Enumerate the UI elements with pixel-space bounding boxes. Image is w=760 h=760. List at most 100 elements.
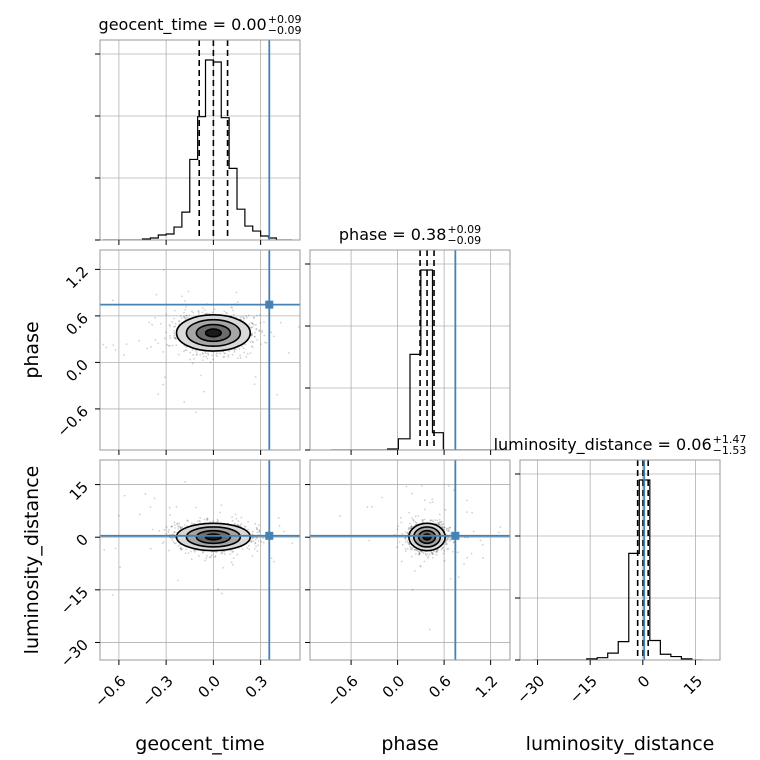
sample-point (466, 556, 469, 559)
sample-point (255, 545, 257, 548)
sample-point (206, 554, 209, 557)
sample-point (172, 541, 175, 543)
sample-point (418, 552, 421, 555)
sample-point (258, 529, 261, 532)
sample-point (176, 579, 179, 582)
sample-point (404, 531, 407, 533)
sample-point (254, 375, 257, 378)
sample-point (183, 401, 186, 403)
sample-point (401, 532, 404, 535)
sample-point (444, 543, 447, 545)
sample-point (221, 552, 224, 555)
sample-point (149, 547, 152, 550)
sample-point (207, 352, 209, 355)
sample-point (173, 334, 176, 337)
panel-frame (309, 459, 511, 661)
sample-point (253, 383, 256, 386)
panel-content (103, 40, 293, 240)
density-contour-1 (412, 526, 442, 548)
sample-point (220, 592, 223, 595)
sample-point (186, 316, 189, 319)
sample-point (165, 331, 168, 334)
sample-point (180, 295, 183, 298)
sample-point (252, 341, 254, 344)
sample-point (255, 536, 258, 539)
sample-point (187, 552, 190, 555)
sample-point (368, 539, 371, 542)
sample-point (207, 353, 210, 356)
tick-label-x-geocent_time: 0.3 (242, 672, 272, 702)
sample-point (229, 549, 232, 552)
sample-point (179, 547, 182, 550)
sample-point (167, 344, 170, 347)
title-upper-luminosity_distance: +1.47 (713, 433, 747, 446)
sample-point (170, 536, 173, 539)
density-contour-3 (422, 533, 432, 541)
sample-point (241, 548, 244, 550)
sample-point (441, 526, 444, 528)
sample-point (447, 536, 450, 539)
sample-point (231, 516, 234, 519)
sample-point (173, 325, 175, 328)
sample-point (183, 315, 185, 318)
sample-point (303, 547, 305, 549)
sample-point (213, 308, 216, 311)
sample-point (185, 314, 188, 317)
sample-point (259, 321, 262, 324)
sample-point (443, 549, 446, 552)
sample-point (420, 550, 423, 553)
sample-point (434, 519, 437, 521)
sample-point (411, 517, 414, 520)
sample-point (237, 357, 239, 360)
sample-point (252, 540, 255, 542)
panel-content (330, 250, 500, 450)
sample-point (216, 518, 219, 521)
sample-point (421, 485, 423, 487)
sample-point (161, 542, 164, 545)
sample-point (239, 354, 242, 357)
sample-point (216, 520, 219, 523)
sample-point (364, 314, 366, 316)
sample-point (411, 548, 413, 551)
sample-point (325, 282, 327, 284)
sample-point (408, 543, 411, 546)
sample-point (405, 485, 408, 488)
sample-point (261, 331, 263, 334)
sample-point (223, 550, 226, 553)
sample-point (446, 537, 449, 540)
sample-point (251, 536, 254, 539)
sample-point (431, 553, 434, 556)
sample-point (173, 521, 176, 524)
sample-point (176, 525, 179, 528)
sample-point (251, 340, 254, 343)
sample-point (498, 531, 500, 534)
sample-point (74, 504, 76, 506)
sample-point (421, 520, 424, 523)
sample-point (195, 351, 198, 354)
sample-point (251, 530, 254, 533)
sample-point (217, 588, 220, 591)
sample-point (256, 537, 259, 540)
sample-point (425, 554, 427, 557)
sample-point (225, 311, 227, 314)
sample-point (189, 358, 191, 361)
panel-content (100, 250, 366, 450)
sample-point (429, 519, 432, 522)
sample-point (171, 539, 173, 541)
sample-point (429, 501, 432, 504)
sample-point (230, 561, 233, 564)
sample-point (448, 540, 451, 543)
sample-point (278, 525, 281, 527)
sample-point (232, 313, 235, 316)
sample-point (239, 316, 242, 319)
panel-frame (309, 249, 511, 451)
sample-point (245, 315, 248, 318)
sample-point (173, 330, 176, 332)
density-contour-2 (195, 323, 232, 343)
sample-point (168, 323, 171, 326)
sample-point (396, 546, 398, 549)
sample-point (199, 353, 202, 356)
truth-marker (451, 531, 460, 540)
sample-point (167, 531, 170, 533)
sample-point (451, 550, 454, 553)
